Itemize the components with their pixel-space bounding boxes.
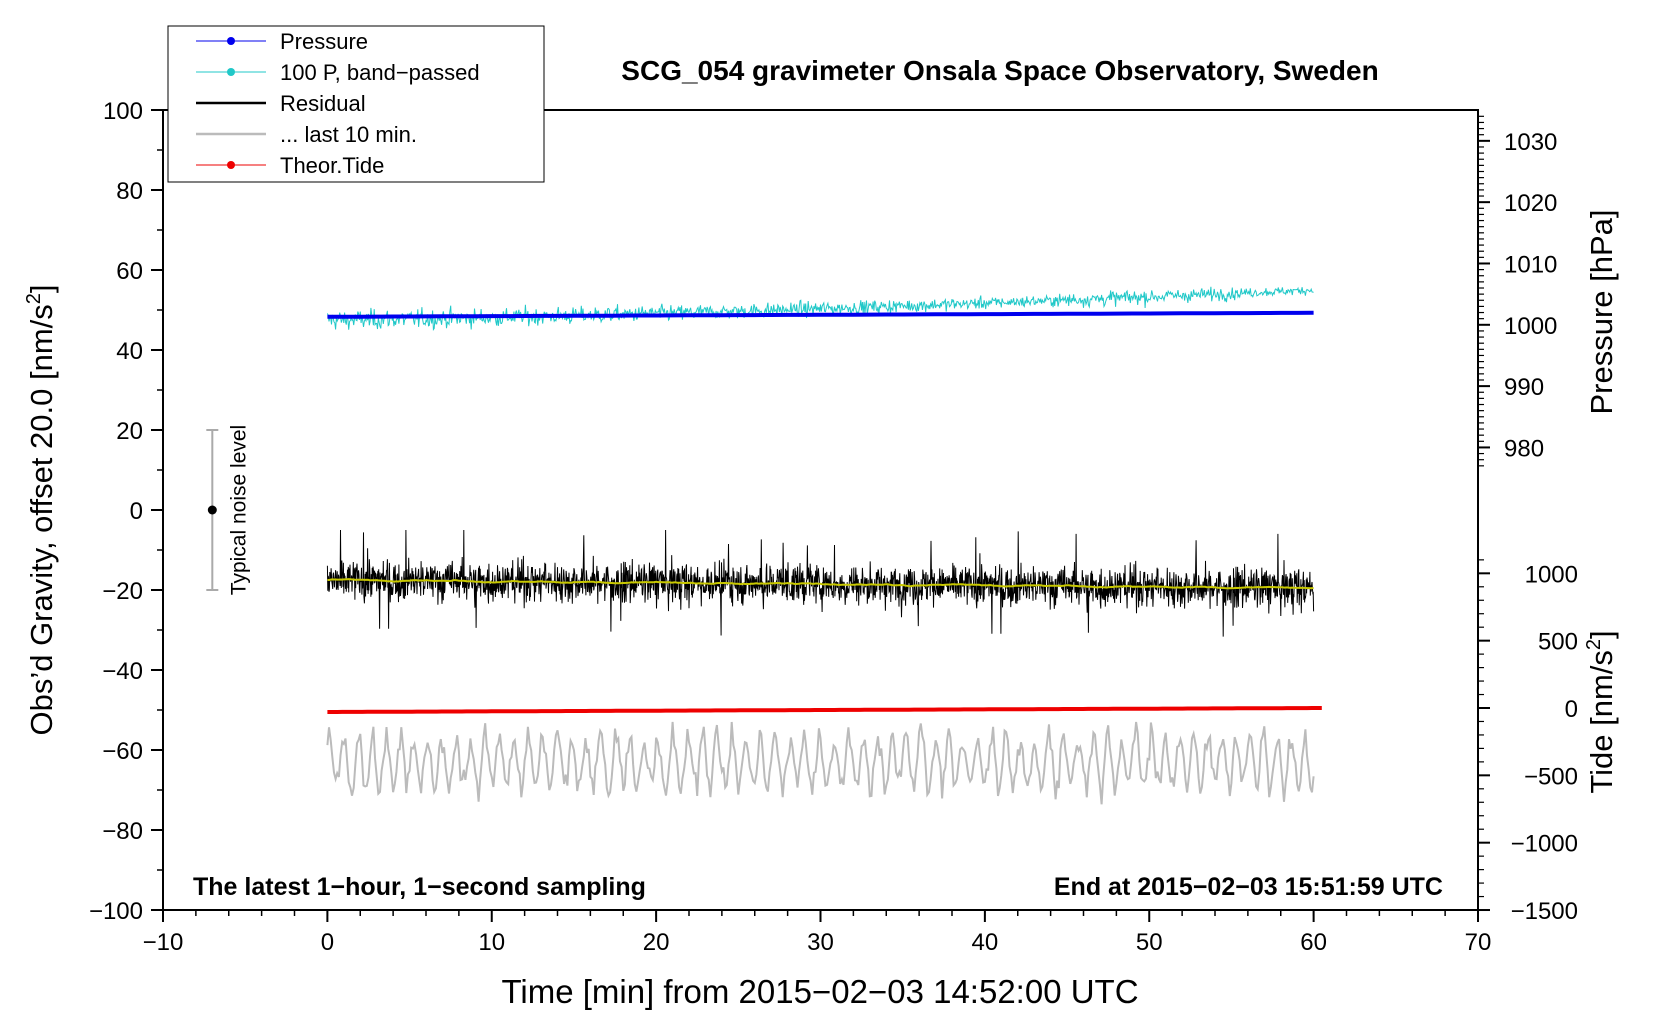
- y-axis-tide-label: Tide [nm/s2]: [1583, 630, 1619, 793]
- annotation-end-time: End at 2015−02−03 15:51:59 UTC: [1054, 873, 1443, 901]
- annotation-sampling: The latest 1−hour, 1−second sampling: [193, 873, 646, 901]
- y-tick-label: −100: [89, 898, 143, 925]
- plot-frame: [162, 109, 1479, 911]
- x-tick-label: 10: [478, 929, 505, 956]
- x-tick-label: −10: [143, 929, 184, 956]
- x-tick-label: 60: [1300, 929, 1327, 956]
- y-tick-label: −40: [102, 658, 143, 685]
- residual-smoothed-line: [327, 578, 1314, 590]
- band-passed-line: [326, 286, 1314, 332]
- legend-label: 100 P, band−passed: [280, 60, 480, 85]
- y-tick-label: −60: [102, 738, 143, 765]
- legend-label: ... last 10 min.: [280, 122, 417, 147]
- y-axis-tide-label-sup: 2: [1583, 639, 1605, 650]
- tide-tick-label: −1500: [1511, 898, 1578, 925]
- x-tick-label: 70: [1465, 929, 1492, 956]
- y-axis-pressure-label: Pressure [hPa]: [1584, 209, 1619, 414]
- tide-tick-label: 500: [1538, 629, 1578, 656]
- pressure-tick-label: 1030: [1504, 129, 1557, 156]
- tide-tick-label: −1000: [1511, 831, 1578, 858]
- legend-label: Residual: [280, 91, 366, 116]
- pressure-tick-label: 1010: [1504, 251, 1557, 278]
- y-tick-label: 80: [116, 178, 143, 205]
- y-axis-left-label-tail: ]: [24, 284, 59, 293]
- x-tick-label: 0: [321, 929, 334, 956]
- pressure-tick-label: 1000: [1504, 313, 1557, 340]
- x-tick-label: 40: [972, 929, 999, 956]
- last-10-min-line: [326, 721, 1315, 805]
- y-axis-pressure: 980 990 1000 1010 1020 1030: [1478, 115, 1557, 467]
- legend-marker: [227, 68, 235, 76]
- legend-marker: [227, 161, 235, 169]
- legend-label: Theor.Tide: [280, 153, 384, 178]
- y-axis-tide: −1500 −1000 −500 0 500 1000: [1478, 559, 1578, 925]
- noise-bar-label: Typical noise level: [227, 425, 250, 595]
- y-tick-label: −20: [102, 578, 143, 605]
- tide-tick-label: −500: [1524, 763, 1578, 790]
- pressure-tick-label: 990: [1504, 374, 1544, 401]
- y-axis-left: −100 −80 −60 −40 −20 0 20 40 60 80 100: [89, 98, 163, 925]
- y-axis-tide-label-main: Tide [nm/s: [1584, 650, 1619, 794]
- x-tick-label: 30: [807, 929, 834, 956]
- y-tick-label: 0: [130, 498, 143, 525]
- y-axis-left-label: Obs’d Gravity, offset 20.0 [nm/s2]: [23, 284, 59, 735]
- residual-line: [326, 529, 1315, 637]
- pressure-line: [327, 310, 1314, 319]
- y-tick-label: 60: [116, 258, 143, 285]
- legend-label: Pressure: [280, 29, 368, 54]
- y-tick-label: 100: [103, 98, 143, 125]
- y-tick-label: −80: [102, 818, 143, 845]
- tide-tick-label: 1000: [1525, 561, 1578, 588]
- y-axis-tide-label-tail: ]: [1584, 630, 1619, 639]
- pressure-tick-label: 980: [1504, 435, 1544, 462]
- y-axis-left-label-sup: 2: [23, 293, 45, 304]
- noise-bar: [206, 429, 219, 591]
- pressure-tick-label: 1020: [1504, 190, 1557, 217]
- y-tick-label: 20: [116, 418, 143, 445]
- y-tick-label: 40: [116, 338, 143, 365]
- chart-title: SCG_054 gravimeter Onsala Space Observat…: [621, 55, 1378, 86]
- y-axis-left-label-main: Obs’d Gravity, offset 20.0 [nm/s: [24, 304, 59, 735]
- tide-tick-label: 0: [1565, 696, 1578, 723]
- theoretical-tide-line: [327, 706, 1322, 714]
- legend: Pressure 100 P, band−passed Residual ... la…: [167, 25, 545, 183]
- x-axis-label: Time [min] from 2015−02−03 14:52:00 UTC: [501, 973, 1138, 1010]
- legend-marker: [227, 37, 235, 45]
- x-tick-label: 50: [1136, 929, 1163, 956]
- noise-bar-center-dot: [207, 505, 217, 515]
- series-layer: [326, 286, 1322, 805]
- x-tick-label: 20: [643, 929, 670, 956]
- x-axis: −10 0 10 20 30 40 50 60 70: [143, 910, 1492, 956]
